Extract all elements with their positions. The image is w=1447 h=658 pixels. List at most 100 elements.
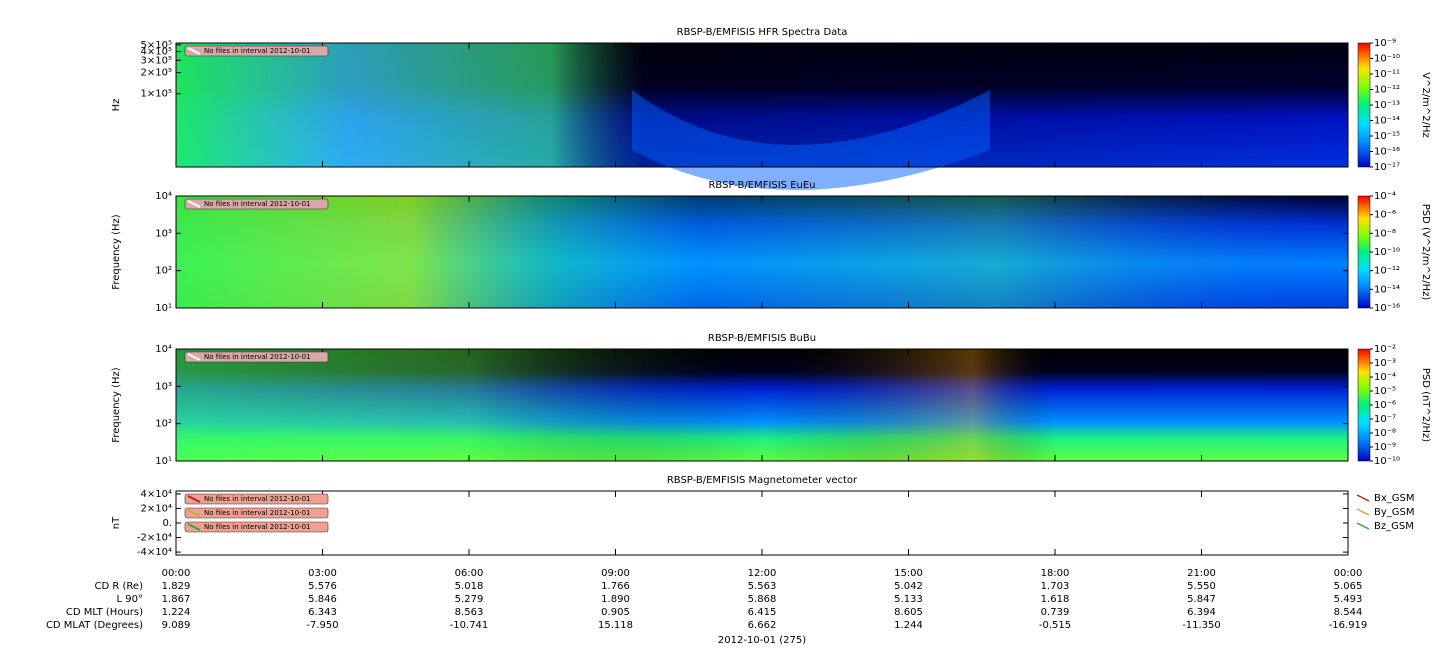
x-tick-label: 21:00 (1187, 568, 1216, 579)
note-box (184, 493, 329, 505)
note-icon (187, 200, 201, 208)
ephemeris-value: 15.118 (598, 620, 633, 631)
y-tick-label: 10² (155, 419, 172, 430)
colorbar-tick-label: 10⁻¹⁴ (1374, 116, 1400, 127)
colorbar-label: PSD (nT^2/Hz) (1420, 368, 1431, 442)
legend-swatch (1356, 508, 1370, 516)
ephemeris-value: -10.741 (450, 620, 489, 631)
panel-title: RBSP-B/EMFISIS EuEu (708, 180, 815, 191)
spectrogram-overlay (176, 349, 1348, 461)
y-tick-label: 10³ (155, 381, 172, 392)
ephemeris-value: 5.018 (455, 581, 484, 592)
legend-label: By_GSM (1374, 507, 1415, 518)
note-text: No files in interval 2012-10-01 (204, 353, 310, 361)
note-icon (187, 47, 201, 55)
colorbar-tick-label: 10⁻¹² (1374, 266, 1400, 277)
y-axis-label: Hz (111, 99, 122, 112)
ephemeris-value: 1.867 (162, 594, 191, 605)
x-tick-label: 00:00 (162, 568, 191, 579)
colorbar-tick-label: 10⁻¹⁷ (1374, 162, 1400, 173)
colorbar-tick-label: 10⁻¹⁶ (1374, 147, 1400, 158)
spectrogram-feature (632, 90, 990, 190)
y-tick-label: 2×10⁵ (141, 68, 172, 79)
x-tick-label: 12:00 (748, 568, 777, 579)
ephemeris-value: 8.605 (894, 607, 923, 618)
y-tick-label: 10¹ (155, 456, 172, 467)
colorbar (1357, 348, 1371, 462)
y-tick-label: 4×10⁴ (141, 489, 172, 500)
y-tick-label: 2×10⁴ (141, 503, 172, 514)
note-box (184, 507, 329, 519)
colorbar-tick-label: 10⁻¹⁵ (1374, 131, 1400, 142)
ephemeris-label: CD R (Re) (95, 581, 144, 592)
ephemeris-value: 8.544 (1334, 607, 1363, 618)
note-text: No files in interval 2012-10-01 (204, 495, 310, 503)
y-tick-label: 0. (162, 518, 172, 529)
colorbar-tick-label: 10⁻³ (1374, 358, 1396, 369)
ephemeris-value: 8.563 (455, 607, 484, 618)
ephemeris-value: 5.868 (748, 594, 777, 605)
colorbar (1357, 195, 1371, 309)
ephemeris-value: 9.089 (162, 620, 191, 631)
y-tick-label: 3×10⁵ (141, 55, 172, 66)
colorbar-tick-label: 10⁻¹⁶ (1374, 303, 1400, 314)
panel-frame (175, 195, 1349, 309)
y-tick-label: 1×10⁵ (141, 89, 172, 100)
ephemeris-value: 5.563 (748, 581, 777, 592)
colorbar-tick-label: 10⁻⁴ (1374, 372, 1396, 383)
y-tick-label: 10⁴ (155, 191, 172, 202)
ephemeris-label: CD MLT (Hours) (66, 607, 143, 618)
ephemeris-value: 5.065 (1334, 581, 1363, 592)
colorbar-tick-label: 10⁻⁶ (1374, 210, 1396, 221)
colorbar-tick-label: 10⁻⁷ (1374, 414, 1396, 425)
ephemeris-value: 6.394 (1187, 607, 1216, 618)
spectrogram-overlay (176, 196, 1348, 308)
no-data-note: No files in interval 2012-10-01 (184, 493, 329, 505)
ephemeris-label: CD MLAT (Degrees) (46, 620, 143, 631)
ephemeris-value: 5.846 (308, 594, 337, 605)
note-box (184, 521, 329, 533)
ephemeris-value: 5.550 (1187, 581, 1216, 592)
colorbar-tick-label: 10⁻¹¹ (1374, 69, 1400, 80)
ephemeris-value: 5.133 (894, 594, 923, 605)
colorbar-tick-label: 10⁻¹² (1374, 85, 1400, 96)
plot-area (176, 491, 1348, 555)
x-tick-label: 18:00 (1041, 568, 1070, 579)
ephemeris-value: 5.576 (308, 581, 337, 592)
ephemeris-value: -16.919 (1329, 620, 1368, 631)
ephemeris-value: 6.415 (748, 607, 777, 618)
note-text: No files in interval 2012-10-01 (204, 509, 310, 517)
ephemeris-value: 5.042 (894, 581, 923, 592)
y-tick-label: 10¹ (155, 303, 172, 314)
ephemeris-label: L 90° (117, 594, 143, 605)
x-tick-label: 03:00 (308, 568, 337, 579)
colorbar-tick-label: 10⁻¹⁰ (1374, 247, 1400, 258)
ephemeris-value: 1.766 (601, 581, 630, 592)
x-tick-label: 15:00 (894, 568, 923, 579)
ephemeris-value: 5.493 (1334, 594, 1363, 605)
note-text: No files in interval 2012-10-01 (204, 200, 310, 208)
ephemeris-value: 0.905 (601, 607, 630, 618)
colorbar-tick-label: 10⁻¹⁰ (1374, 54, 1400, 65)
y-axis-label: nT (111, 516, 122, 529)
no-data-note: No files in interval 2012-10-01 (184, 521, 329, 533)
no-data-note: No files in interval 2012-10-01 (184, 507, 329, 519)
ephemeris-value: 1.890 (601, 594, 630, 605)
ephemeris-value: 1.244 (894, 620, 923, 631)
colorbar-tick-label: 10⁻⁴ (1374, 191, 1396, 202)
panel-frame (175, 490, 1349, 556)
panel-title: RBSP-B/EMFISIS HFR Spectra Data (677, 27, 848, 38)
colorbar-tick-label: 10⁻¹⁰ (1374, 456, 1400, 467)
panel-frame (175, 42, 1349, 168)
ephemeris-value: 5.279 (455, 594, 484, 605)
ephemeris-value: -11.350 (1182, 620, 1221, 631)
note-box (184, 351, 329, 363)
ephemeris-value: 5.847 (1187, 594, 1216, 605)
x-tick-label: 09:00 (601, 568, 630, 579)
y-tick-label: -4×10⁴ (137, 547, 172, 558)
note-icon (187, 353, 201, 361)
colorbar-label: PSD (V^2/m^2/Hz) (1420, 204, 1431, 301)
ephemeris-value: 1.618 (1041, 594, 1070, 605)
colorbar-tick-label: 10⁻⁹ (1374, 442, 1396, 453)
colorbar-label: V^2/m^2/Hz (1420, 72, 1431, 138)
